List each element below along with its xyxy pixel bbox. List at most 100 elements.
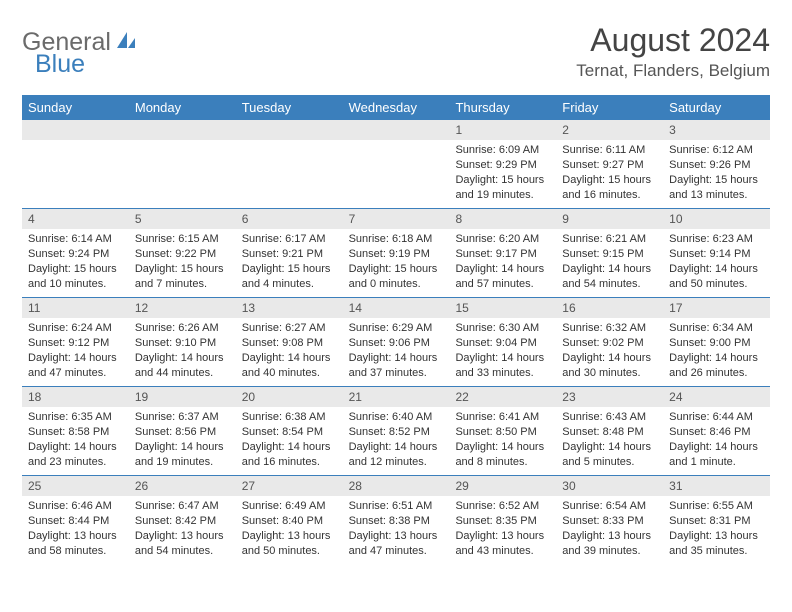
daylight-line: Daylight: 13 hours and 39 minutes. <box>562 529 657 559</box>
daylight-line: Daylight: 15 hours and 0 minutes. <box>349 262 444 292</box>
daylight-line: Daylight: 13 hours and 50 minutes. <box>242 529 337 559</box>
brand-part2: Blue <box>35 50 85 79</box>
day-number <box>129 120 236 140</box>
sunrise-line: Sunrise: 6:47 AM <box>135 499 230 514</box>
sunset-line: Sunset: 9:10 PM <box>135 336 230 351</box>
day-number: 24 <box>663 387 770 407</box>
sunset-line: Sunset: 8:44 PM <box>28 514 123 529</box>
sunset-line: Sunset: 9:12 PM <box>28 336 123 351</box>
sunset-line: Sunset: 8:38 PM <box>349 514 444 529</box>
day-number: 25 <box>22 476 129 496</box>
sunset-line: Sunset: 8:54 PM <box>242 425 337 440</box>
calendar-week: 1Sunrise: 6:09 AMSunset: 9:29 PMDaylight… <box>22 120 770 208</box>
day-number: 13 <box>236 298 343 318</box>
day-content: Sunrise: 6:35 AMSunset: 8:58 PMDaylight:… <box>22 407 129 473</box>
day-number: 1 <box>449 120 556 140</box>
day-number: 18 <box>22 387 129 407</box>
day-number: 21 <box>343 387 450 407</box>
day-content: Sunrise: 6:41 AMSunset: 8:50 PMDaylight:… <box>449 407 556 473</box>
day-content: Sunrise: 6:51 AMSunset: 8:38 PMDaylight:… <box>343 496 450 562</box>
day-number: 20 <box>236 387 343 407</box>
day-number: 16 <box>556 298 663 318</box>
brand-sail-icon <box>115 28 137 57</box>
day-number: 23 <box>556 387 663 407</box>
calendar-week: 25Sunrise: 6:46 AMSunset: 8:44 PMDayligh… <box>22 475 770 564</box>
calendar-day-empty <box>236 120 343 208</box>
day-number: 3 <box>663 120 770 140</box>
daylight-line: Daylight: 14 hours and 37 minutes. <box>349 351 444 381</box>
day-number: 30 <box>556 476 663 496</box>
calendar-day: 25Sunrise: 6:46 AMSunset: 8:44 PMDayligh… <box>22 476 129 564</box>
sunset-line: Sunset: 9:00 PM <box>669 336 764 351</box>
sunrise-line: Sunrise: 6:27 AM <box>242 321 337 336</box>
sunset-line: Sunset: 8:40 PM <box>242 514 337 529</box>
calendar-day: 12Sunrise: 6:26 AMSunset: 9:10 PMDayligh… <box>129 298 236 386</box>
calendar-week: 18Sunrise: 6:35 AMSunset: 8:58 PMDayligh… <box>22 386 770 475</box>
day-content: Sunrise: 6:21 AMSunset: 9:15 PMDaylight:… <box>556 229 663 295</box>
sunset-line: Sunset: 9:24 PM <box>28 247 123 262</box>
daylight-line: Daylight: 14 hours and 8 minutes. <box>455 440 550 470</box>
day-number: 6 <box>236 209 343 229</box>
day-number: 9 <box>556 209 663 229</box>
weekday-header: Saturday <box>663 95 770 120</box>
day-content: Sunrise: 6:24 AMSunset: 9:12 PMDaylight:… <box>22 318 129 384</box>
sunrise-line: Sunrise: 6:21 AM <box>562 232 657 247</box>
daylight-line: Daylight: 13 hours and 54 minutes. <box>135 529 230 559</box>
day-content: Sunrise: 6:18 AMSunset: 9:19 PMDaylight:… <box>343 229 450 295</box>
location-label: Ternat, Flanders, Belgium <box>576 61 770 81</box>
sunrise-line: Sunrise: 6:11 AM <box>562 143 657 158</box>
sunrise-line: Sunrise: 6:26 AM <box>135 321 230 336</box>
sunset-line: Sunset: 9:27 PM <box>562 158 657 173</box>
day-number: 17 <box>663 298 770 318</box>
sunrise-line: Sunrise: 6:17 AM <box>242 232 337 247</box>
sunset-line: Sunset: 9:29 PM <box>455 158 550 173</box>
calendar-day: 26Sunrise: 6:47 AMSunset: 8:42 PMDayligh… <box>129 476 236 564</box>
daylight-line: Daylight: 15 hours and 4 minutes. <box>242 262 337 292</box>
day-content: Sunrise: 6:49 AMSunset: 8:40 PMDaylight:… <box>236 496 343 562</box>
calendar-day: 11Sunrise: 6:24 AMSunset: 9:12 PMDayligh… <box>22 298 129 386</box>
daylight-line: Daylight: 14 hours and 57 minutes. <box>455 262 550 292</box>
day-number: 22 <box>449 387 556 407</box>
day-number: 28 <box>343 476 450 496</box>
calendar-day: 28Sunrise: 6:51 AMSunset: 8:38 PMDayligh… <box>343 476 450 564</box>
calendar-day: 13Sunrise: 6:27 AMSunset: 9:08 PMDayligh… <box>236 298 343 386</box>
month-title: August 2024 <box>576 22 770 59</box>
sunrise-line: Sunrise: 6:54 AM <box>562 499 657 514</box>
day-number: 8 <box>449 209 556 229</box>
day-content: Sunrise: 6:14 AMSunset: 9:24 PMDaylight:… <box>22 229 129 295</box>
daylight-line: Daylight: 14 hours and 26 minutes. <box>669 351 764 381</box>
calendar-day: 15Sunrise: 6:30 AMSunset: 9:04 PMDayligh… <box>449 298 556 386</box>
day-content: Sunrise: 6:52 AMSunset: 8:35 PMDaylight:… <box>449 496 556 562</box>
day-content: Sunrise: 6:27 AMSunset: 9:08 PMDaylight:… <box>236 318 343 384</box>
day-number <box>22 120 129 140</box>
daylight-line: Daylight: 14 hours and 33 minutes. <box>455 351 550 381</box>
calendar-day: 29Sunrise: 6:52 AMSunset: 8:35 PMDayligh… <box>449 476 556 564</box>
calendar-day: 6Sunrise: 6:17 AMSunset: 9:21 PMDaylight… <box>236 209 343 297</box>
daylight-line: Daylight: 14 hours and 44 minutes. <box>135 351 230 381</box>
calendar-day: 19Sunrise: 6:37 AMSunset: 8:56 PMDayligh… <box>129 387 236 475</box>
sunrise-line: Sunrise: 6:29 AM <box>349 321 444 336</box>
sunset-line: Sunset: 9:04 PM <box>455 336 550 351</box>
sunset-line: Sunset: 9:22 PM <box>135 247 230 262</box>
daylight-line: Daylight: 13 hours and 47 minutes. <box>349 529 444 559</box>
daylight-line: Daylight: 13 hours and 35 minutes. <box>669 529 764 559</box>
sunset-line: Sunset: 8:52 PM <box>349 425 444 440</box>
day-number: 19 <box>129 387 236 407</box>
sunset-line: Sunset: 9:08 PM <box>242 336 337 351</box>
sunrise-line: Sunrise: 6:12 AM <box>669 143 764 158</box>
sunrise-line: Sunrise: 6:35 AM <box>28 410 123 425</box>
sunset-line: Sunset: 9:21 PM <box>242 247 337 262</box>
daylight-line: Daylight: 15 hours and 7 minutes. <box>135 262 230 292</box>
day-content: Sunrise: 6:30 AMSunset: 9:04 PMDaylight:… <box>449 318 556 384</box>
calendar-day: 16Sunrise: 6:32 AMSunset: 9:02 PMDayligh… <box>556 298 663 386</box>
calendar-day: 31Sunrise: 6:55 AMSunset: 8:31 PMDayligh… <box>663 476 770 564</box>
day-number: 31 <box>663 476 770 496</box>
daylight-line: Daylight: 14 hours and 47 minutes. <box>28 351 123 381</box>
sunrise-line: Sunrise: 6:52 AM <box>455 499 550 514</box>
calendar-day: 30Sunrise: 6:54 AMSunset: 8:33 PMDayligh… <box>556 476 663 564</box>
day-number: 10 <box>663 209 770 229</box>
day-content: Sunrise: 6:32 AMSunset: 9:02 PMDaylight:… <box>556 318 663 384</box>
day-content: Sunrise: 6:55 AMSunset: 8:31 PMDaylight:… <box>663 496 770 562</box>
weekday-header-row: SundayMondayTuesdayWednesdayThursdayFrid… <box>22 95 770 120</box>
day-content: Sunrise: 6:17 AMSunset: 9:21 PMDaylight:… <box>236 229 343 295</box>
